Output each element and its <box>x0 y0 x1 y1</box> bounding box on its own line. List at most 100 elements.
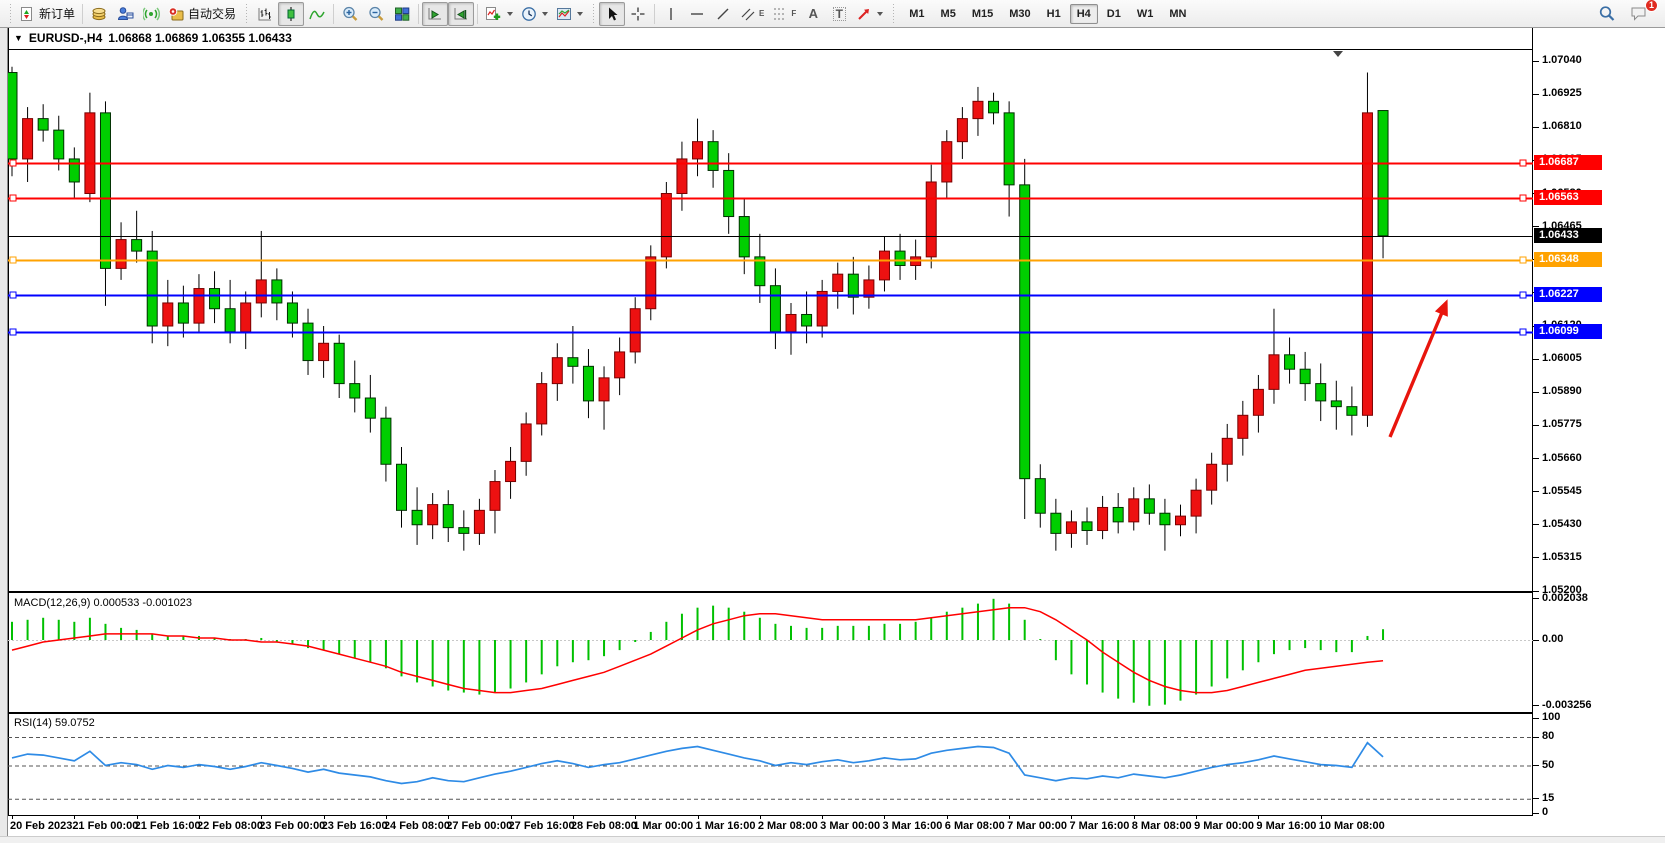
fibonacci-button[interactable]: F <box>768 2 800 26</box>
crosshair-button[interactable] <box>625 2 651 26</box>
time-axis[interactable]: 20 Feb 2023 21 Feb 00:00 21 Feb 16:00 22 Fe… <box>8 816 1533 836</box>
candle <box>1206 463 1218 491</box>
line-handle <box>9 159 17 167</box>
time-tick <box>510 816 512 819</box>
candle <box>816 290 828 327</box>
price-tick <box>1533 424 1539 426</box>
toolbar-separator <box>82 3 84 24</box>
macd-panel[interactable] <box>8 592 1533 713</box>
zoom-out-button[interactable] <box>363 2 389 26</box>
price-tick <box>1533 458 1539 459</box>
timeframe-W1[interactable]: W1 <box>1136 7 1154 20</box>
timeframe-group: M1 M5 M15 M30 H1 H4 D1 W1 MN <box>901 3 1194 24</box>
bars-chart-button[interactable] <box>252 2 278 26</box>
candle <box>660 193 672 258</box>
fibonacci-glyph: F <box>791 8 797 18</box>
candle <box>427 504 439 526</box>
rsi-panel[interactable] <box>8 713 1533 816</box>
cursor-button[interactable] <box>599 1 626 26</box>
timeframe-D1[interactable]: D1 <box>1106 7 1121 20</box>
data-window-icon <box>117 6 134 20</box>
toolbar-drag-handle[interactable] <box>591 3 596 24</box>
rsi-tick-label: 50 <box>1542 758 1555 771</box>
vertical-line-button[interactable] <box>658 2 684 26</box>
time-tick <box>884 816 886 819</box>
chart-shift-marker <box>1333 51 1343 57</box>
templates-button[interactable] <box>552 2 587 26</box>
price-tick <box>1533 226 1539 228</box>
candle <box>333 342 345 385</box>
candle <box>84 112 96 194</box>
candle <box>1377 110 1389 237</box>
timeframe-H1[interactable]: H1 <box>1046 7 1061 20</box>
candle <box>1112 506 1124 523</box>
crosshair-icon <box>631 7 645 20</box>
timeframe-M30[interactable]: M30 <box>1009 7 1031 20</box>
price-tick <box>1533 358 1539 360</box>
rsi-tick-label: 80 <box>1542 730 1555 742</box>
periods-button[interactable] <box>517 2 552 26</box>
toolbar-drag-handle[interactable] <box>8 3 12 24</box>
search-button[interactable] <box>1594 2 1620 26</box>
periods-clock-icon <box>522 6 536 21</box>
zoom-in-button[interactable] <box>337 2 363 26</box>
price-tick-label: 1.05660 <box>1542 451 1582 464</box>
data-window-button[interactable] <box>112 2 138 26</box>
main-chart-area[interactable] <box>8 28 1533 592</box>
toolbar-separator <box>418 3 420 24</box>
timeframe-M5[interactable]: M5 <box>940 7 956 20</box>
autotrading-button[interactable]: 自动交易 <box>164 2 240 26</box>
timeframe-M15[interactable]: M15 <box>971 7 994 20</box>
text-label-button[interactable]: T <box>826 2 852 26</box>
timeframe-MN[interactable]: MN <box>1169 7 1187 20</box>
text-tool-glyph: A <box>808 6 818 21</box>
candle <box>1330 400 1342 408</box>
new-order-button[interactable]: 新订单 <box>16 2 79 26</box>
text-button[interactable]: A <box>800 2 826 26</box>
candle <box>1299 368 1311 385</box>
candle <box>8 72 18 160</box>
rsi-tick <box>1533 765 1539 766</box>
trendline-button[interactable] <box>710 2 736 26</box>
line-chart-button[interactable] <box>304 2 330 26</box>
market-watch-button[interactable] <box>86 2 112 26</box>
signals-button[interactable] <box>138 2 164 26</box>
chart-shift-button[interactable] <box>448 1 475 26</box>
line-price-label: 1.06563 <box>1534 190 1602 206</box>
horizontal-line-button[interactable] <box>684 2 710 26</box>
toolbar-drag-handle[interactable] <box>244 3 249 24</box>
candle <box>988 100 1000 114</box>
toolbar-drag-handle[interactable] <box>891 3 896 24</box>
price-tick <box>1533 60 1539 62</box>
rsi-tick <box>1533 736 1539 738</box>
arrows-button[interactable] <box>852 2 887 26</box>
macd-label: MACD(12,26,9) 0.000533 -0.001023 <box>14 597 192 609</box>
chat-button[interactable]: 1 <box>1626 0 1658 26</box>
dropdown-caret <box>577 11 584 16</box>
time-label: 6 Mar 08:00 <box>944 820 1005 832</box>
time-label: 27 Feb 16:00 <box>508 820 575 832</box>
candle <box>224 308 236 333</box>
time-tick <box>12 816 13 819</box>
new-order-icon <box>21 6 32 21</box>
timeframe-M1[interactable]: M1 <box>909 7 925 20</box>
timeframe-H4[interactable]: H4 <box>1069 3 1098 24</box>
line-handle <box>9 291 17 299</box>
candle <box>37 118 49 131</box>
candlestick-chart-button[interactable] <box>278 1 305 26</box>
indicators-button[interactable] <box>481 2 517 26</box>
chart-title[interactable]: ▼ EURUSD-,H4 1.06868 1.06869 1.06355 1.0… <box>14 31 292 45</box>
price-axis[interactable]: 1.070401.069251.068101.066951.065801.064… <box>1533 28 1665 835</box>
macd-tick-label: -0.003256 <box>1542 698 1592 711</box>
auto-scroll-button[interactable] <box>422 1 449 26</box>
tile-windows-button[interactable] <box>389 2 415 26</box>
candle <box>1284 354 1296 370</box>
time-tick <box>136 816 138 819</box>
time-label: 23 Feb 00:00 <box>259 820 326 832</box>
candle <box>1050 512 1062 534</box>
signals-icon <box>142 7 160 20</box>
toolbar-right-group: 1 <box>1594 0 1661 26</box>
time-label: 3 Mar 16:00 <box>882 820 943 832</box>
horizontal-line-icon <box>691 12 704 15</box>
channel-button[interactable]: E <box>736 2 768 26</box>
